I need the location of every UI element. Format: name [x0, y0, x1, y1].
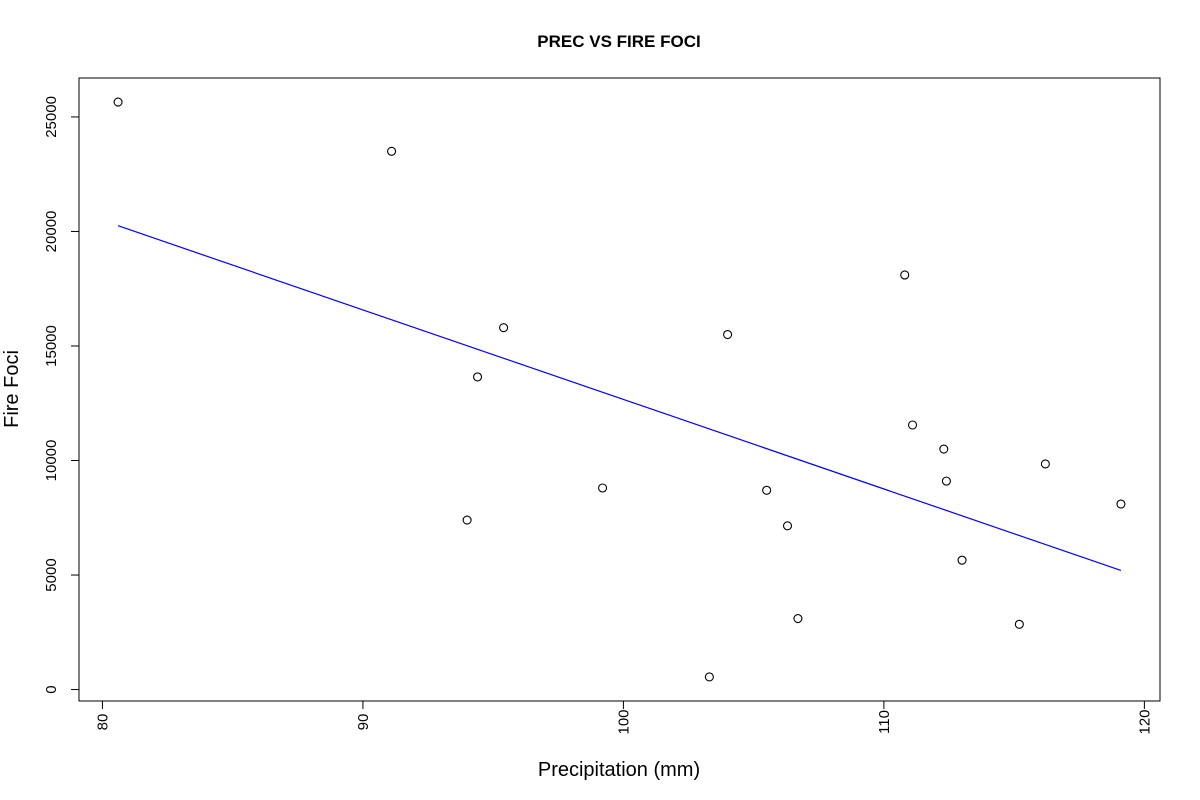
data-point	[793, 613, 803, 624]
y-tick-label: 15000	[43, 325, 60, 367]
data-point	[782, 521, 793, 531]
x-axis: 80 90 100 110 120	[94, 700, 1153, 735]
data-point	[472, 372, 483, 382]
y-tick-label: 5000	[43, 558, 60, 591]
data-point	[704, 672, 714, 682]
x-tick-label: 110	[876, 710, 893, 734]
x-tick-label: 100	[615, 709, 632, 734]
x-axis-label: Precipitation (mm)	[538, 759, 700, 781]
x-tick-label: 90	[355, 714, 372, 731]
x-tick-label: 80	[94, 714, 111, 731]
y-axis: 0 5000 10000 15000 20000 25000	[43, 96, 80, 694]
y-tick-label: 20000	[43, 211, 60, 253]
data-point	[907, 420, 918, 430]
data-point	[939, 444, 949, 454]
data-point	[723, 329, 733, 340]
data-point	[499, 323, 509, 333]
y-axis-label: Fire Foci	[1, 350, 23, 428]
y-tick-label: 10000	[43, 440, 60, 482]
chart-title: PREC VS FIRE FOCI	[537, 32, 700, 51]
data-point	[598, 483, 608, 493]
data-point	[900, 270, 910, 280]
data-point	[762, 485, 772, 495]
data-point	[1116, 499, 1126, 509]
data-point	[957, 555, 967, 565]
plot-frame	[78, 77, 1161, 702]
data-point	[1040, 459, 1050, 469]
points-group	[113, 97, 1126, 682]
data-point	[387, 146, 397, 156]
fit-line-group	[117, 225, 1122, 572]
y-tick-label: 25000	[43, 96, 60, 138]
data-point	[941, 476, 951, 486]
data-point	[1014, 619, 1024, 629]
y-tick-label: 0	[43, 685, 60, 693]
data-point	[462, 515, 472, 525]
data-point	[113, 97, 123, 107]
regression-line	[117, 225, 1122, 572]
x-tick-label: 120	[1136, 709, 1153, 734]
